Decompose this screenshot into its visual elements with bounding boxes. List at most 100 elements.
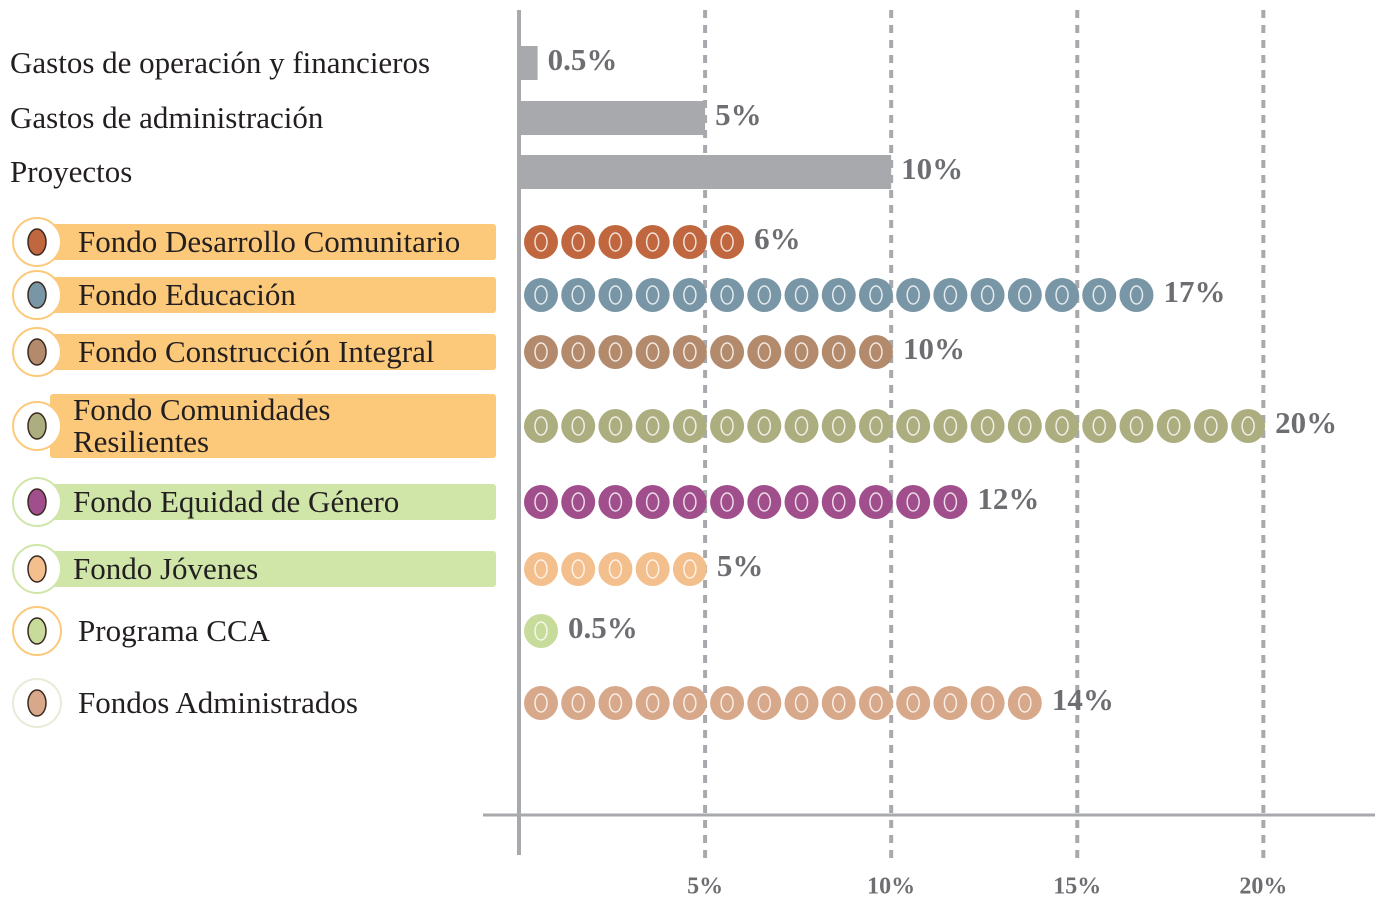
pictogram-icon	[673, 278, 707, 312]
pictogram-icon	[785, 278, 819, 312]
category-label: Fondos Administrados	[78, 685, 358, 721]
pictogram-icon	[524, 335, 558, 369]
pictogram-bar	[524, 335, 893, 369]
pictogram-icon	[933, 686, 967, 720]
pictogram-icon	[636, 552, 670, 586]
category-icon-seed	[28, 489, 46, 515]
pictogram-icon	[598, 225, 632, 259]
pictogram-icon	[710, 686, 744, 720]
pictogram-icon	[673, 225, 707, 259]
value-label: 10%	[901, 151, 963, 186]
pictogram-icon	[747, 278, 781, 312]
pictogram-icon	[598, 485, 632, 519]
pictogram-icon	[822, 278, 856, 312]
pictogram-icon	[896, 686, 930, 720]
pictogram-icon	[598, 335, 632, 369]
pictogram-icon	[524, 614, 558, 648]
pictogram-bar	[524, 614, 558, 648]
pictogram-icon	[561, 485, 595, 519]
pictogram-icon	[822, 485, 856, 519]
pictogram-icon	[673, 686, 707, 720]
pictogram-icon	[859, 278, 893, 312]
pictogram-icon	[1045, 278, 1079, 312]
pictogram-icon	[636, 485, 670, 519]
pictogram-icon	[896, 485, 930, 519]
pictogram-icon	[1231, 409, 1265, 443]
pictogram-icon	[1119, 278, 1153, 312]
pictogram-icon	[1008, 409, 1042, 443]
category-icon-seed	[28, 339, 46, 365]
pictogram-bar	[524, 552, 707, 586]
value-label: 6%	[754, 221, 801, 256]
pictogram-icon	[896, 278, 930, 312]
pictogram-icon	[710, 485, 744, 519]
pictogram-icon	[710, 278, 744, 312]
category-label: Fondo Jóvenes	[73, 551, 258, 587]
pictogram-icon	[859, 686, 893, 720]
pictogram-icon	[859, 409, 893, 443]
value-label: 5%	[715, 97, 762, 132]
value-label: 5%	[717, 548, 764, 583]
pictogram-icon	[1082, 409, 1116, 443]
pictogram-icon	[598, 686, 632, 720]
category-label: Fondo Desarrollo Comunitario	[78, 224, 460, 260]
pictogram-icon	[710, 225, 744, 259]
pictogram-icon	[933, 409, 967, 443]
pictogram-icon	[1119, 409, 1153, 443]
pictogram-icon	[524, 409, 558, 443]
pictogram-icon	[673, 552, 707, 586]
category-label: Fondo Construcción Integral	[78, 334, 434, 370]
pictogram-icon	[561, 335, 595, 369]
pictogram-bar	[524, 225, 744, 259]
pictogram-icon	[822, 335, 856, 369]
category-icon-seed	[28, 282, 46, 308]
pictogram-bar	[524, 686, 1042, 720]
x-tick-label: 5%	[687, 874, 723, 900]
pictogram-icon	[561, 278, 595, 312]
pictogram-icon	[933, 485, 967, 519]
pictogram-icon	[1008, 278, 1042, 312]
pictogram-icon	[747, 409, 781, 443]
value-label: 10%	[903, 331, 965, 366]
pictogram-bar	[524, 485, 967, 519]
pictogram-bar	[524, 278, 1153, 312]
value-label: 17%	[1163, 274, 1225, 309]
x-tick-label: 15%	[1053, 874, 1101, 900]
pictogram-icon	[822, 409, 856, 443]
pictogram-icon	[747, 686, 781, 720]
pictogram-icon	[673, 485, 707, 519]
pictogram-icon	[598, 552, 632, 586]
pictogram-icon	[636, 278, 670, 312]
pictogram-icon	[673, 409, 707, 443]
value-label: 20%	[1275, 405, 1337, 440]
pictogram-icon	[524, 552, 558, 586]
pictogram-icon	[971, 278, 1005, 312]
pictogram-icon	[710, 409, 744, 443]
pictogram-icon	[785, 335, 819, 369]
pictogram-icon	[971, 686, 1005, 720]
pictogram-icon	[673, 335, 707, 369]
pictogram-icon	[1008, 686, 1042, 720]
category-icon-seed	[28, 413, 46, 439]
pictogram-icon	[636, 686, 670, 720]
pictogram-icon	[1157, 409, 1191, 443]
pictogram-icon	[524, 686, 558, 720]
pictogram-icon	[822, 686, 856, 720]
pictogram-icon	[636, 409, 670, 443]
page: 5%10%15%20%0.5%5%10%6%17%10%20%12%5%0.5%…	[0, 0, 1387, 903]
category-icon-seed	[28, 556, 46, 582]
pictogram-icon	[971, 409, 1005, 443]
pictogram-icon	[636, 225, 670, 259]
category-label: Gastos de operación y financieros	[10, 45, 430, 81]
pictogram-icon	[896, 409, 930, 443]
category-label: Fondo Educación	[78, 277, 296, 313]
x-tick-label: 20%	[1239, 874, 1287, 900]
x-tick-label: 10%	[867, 874, 915, 900]
pictogram-icon	[561, 409, 595, 443]
pictogram-icon	[859, 335, 893, 369]
category-icon-seed	[28, 690, 46, 716]
bar	[521, 101, 705, 135]
category-icon-seed	[28, 618, 46, 644]
category-label: Gastos de administración	[10, 100, 323, 136]
pictogram-icon	[933, 278, 967, 312]
